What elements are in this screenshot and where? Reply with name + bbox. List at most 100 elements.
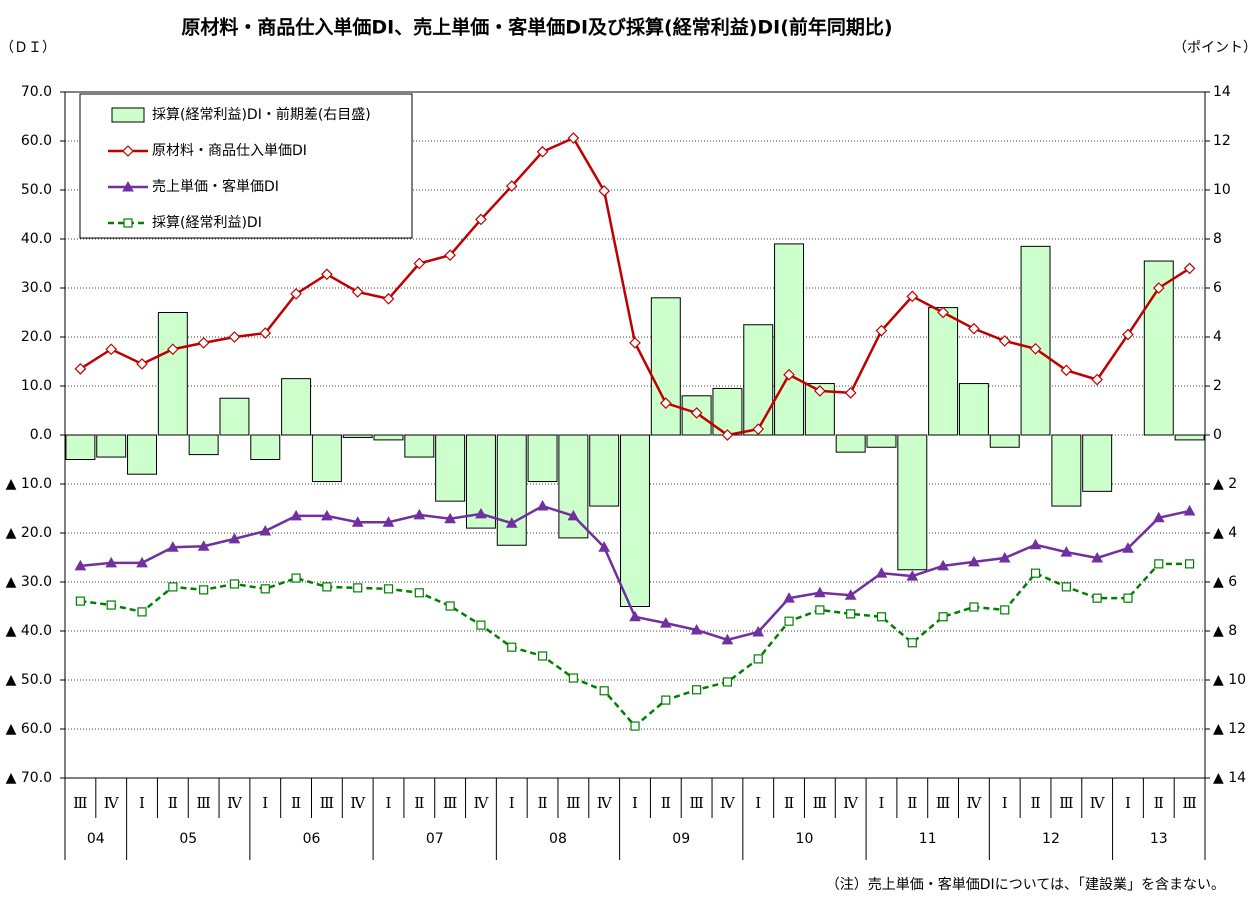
y2-tick-label: ▲ 12 — [1213, 721, 1246, 737]
marker — [123, 218, 133, 228]
marker — [414, 588, 424, 598]
x-tick-label: Ⅳ — [720, 794, 736, 812]
marker — [721, 429, 734, 441]
x-tick-label: Ⅳ — [1090, 794, 1106, 812]
marker — [197, 337, 210, 349]
x-tick-label: Ⅰ — [262, 794, 268, 812]
y2-tick-label: ▲ 10 — [1213, 672, 1246, 688]
x-tick-label: Ⅰ — [1125, 794, 1131, 812]
x-group-label: 11 — [919, 831, 937, 847]
marker — [907, 638, 917, 648]
marker — [876, 612, 887, 622]
marker — [1184, 559, 1195, 569]
x-tick-label: Ⅰ — [632, 794, 638, 812]
x-tick-label: Ⅰ — [386, 794, 392, 812]
y-tick-label: 0.0 — [30, 427, 52, 443]
bar — [774, 243, 805, 436]
marker — [75, 596, 86, 606]
x-tick-label: Ⅲ — [813, 794, 827, 812]
marker — [197, 540, 210, 551]
bar — [650, 297, 681, 436]
legend-swatch — [111, 107, 145, 123]
marker — [290, 509, 302, 521]
x-tick-label: Ⅱ — [1154, 794, 1164, 812]
marker — [875, 567, 888, 578]
x-tick-label: Ⅱ — [537, 794, 547, 812]
marker — [445, 601, 455, 611]
x-tick-label: Ⅰ — [509, 794, 515, 812]
marker — [938, 612, 948, 622]
marker — [1122, 542, 1134, 553]
marker — [968, 555, 980, 567]
marker — [166, 541, 179, 552]
y-tick-label: 40.0 — [21, 231, 52, 247]
marker — [444, 512, 456, 524]
footnote: （注）売上単価・客単価DIについては、「建設業」を含まない。 — [826, 876, 1225, 893]
y-tick-label: 30.0 — [21, 280, 52, 296]
marker — [537, 651, 548, 661]
marker — [166, 343, 179, 356]
marker — [122, 180, 134, 192]
x-group-label: 05 — [179, 831, 197, 847]
marker — [1152, 511, 1165, 523]
y2-tick-label: 8 — [1213, 231, 1222, 247]
marker — [74, 363, 87, 375]
x-tick-label: Ⅱ — [907, 794, 917, 812]
marker — [659, 397, 672, 409]
marker — [629, 337, 641, 349]
marker — [1154, 559, 1164, 569]
marker — [1030, 568, 1041, 578]
x-tick-label: Ⅰ — [1002, 794, 1008, 812]
x-tick-label: Ⅰ — [755, 794, 761, 812]
x-tick-label: Ⅱ — [784, 794, 794, 812]
marker — [1092, 593, 1102, 603]
x-tick-label: Ⅲ — [196, 794, 210, 812]
bar — [897, 434, 928, 571]
bar — [989, 434, 1020, 448]
x-tick-label: Ⅳ — [473, 794, 489, 812]
marker — [475, 507, 487, 519]
y-tick-label: ▲ 40.0 — [6, 623, 52, 639]
legend-label: 原材料・商品仕入単価DI — [152, 143, 307, 159]
marker — [690, 407, 703, 419]
x-tick-label: Ⅲ — [1182, 794, 1196, 812]
marker — [844, 387, 857, 399]
x-tick-label: Ⅱ — [1030, 794, 1040, 812]
marker — [505, 180, 518, 192]
y2-tick-label: ▲ 2 — [1213, 476, 1237, 492]
x-group-label: 13 — [1150, 831, 1168, 847]
marker — [598, 541, 611, 552]
y-tick-label: ▲ 70.0 — [6, 770, 52, 786]
x-tick-label: Ⅳ — [843, 794, 859, 812]
marker — [136, 358, 148, 370]
marker — [814, 385, 826, 397]
marker — [383, 584, 394, 594]
marker — [136, 556, 148, 568]
marker — [290, 288, 302, 300]
bar — [958, 383, 989, 436]
bar — [404, 434, 435, 458]
legend-label: 売上単価・客単価DI — [152, 178, 279, 195]
marker — [690, 623, 703, 635]
y-tick-label: ▲ 60.0 — [6, 721, 52, 737]
bar — [65, 434, 96, 460]
marker — [1183, 262, 1196, 275]
marker — [846, 609, 856, 619]
chart-title: 原材料・商品仕入単価DI、売上単価・客単価DI及び採算(経常利益)DI(前年同期… — [181, 16, 892, 39]
bar — [157, 312, 188, 436]
marker — [536, 500, 549, 511]
marker — [1029, 342, 1042, 355]
y-axis-label: （ＤＩ） — [0, 40, 56, 56]
marker — [382, 292, 395, 305]
marker — [815, 605, 825, 615]
bar — [1051, 434, 1082, 507]
bar — [435, 434, 466, 502]
legend-label: 採算(経常利益)DI — [152, 215, 262, 231]
y2-tick-label: ▲ 6 — [1213, 574, 1237, 590]
marker — [567, 509, 580, 521]
bar — [558, 434, 589, 539]
bar — [96, 434, 127, 458]
y2-tick-label: ▲ 4 — [1213, 525, 1237, 541]
x-tick-label: Ⅳ — [350, 794, 366, 812]
